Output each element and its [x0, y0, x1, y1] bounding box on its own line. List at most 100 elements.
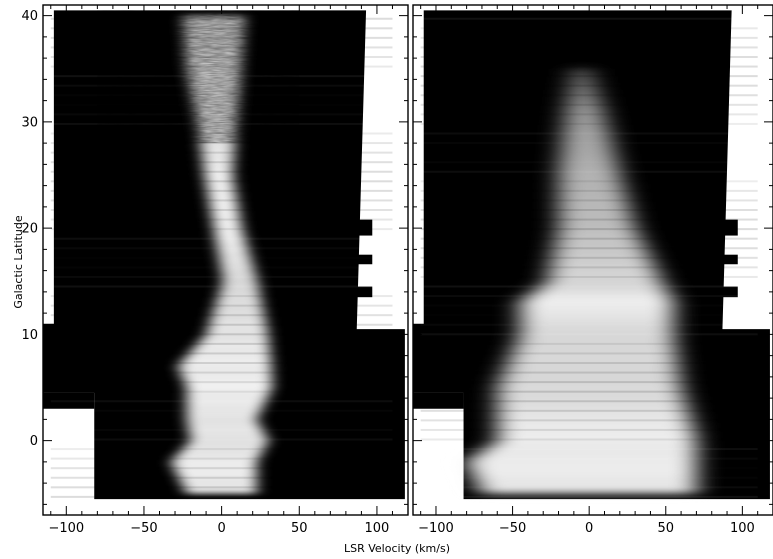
emission-band [189, 350, 271, 356]
emission-band [183, 376, 272, 381]
striation [50, 323, 393, 326]
coverage-tab [413, 392, 464, 409]
emission-band [189, 433, 266, 438]
coverage-tab [722, 219, 738, 236]
striation [420, 381, 758, 384]
x-tick-label: −50 [130, 521, 157, 536]
striation [420, 122, 758, 125]
emission-band [559, 164, 619, 175]
striation [50, 371, 393, 374]
emission-band [510, 352, 677, 361]
striation [420, 428, 758, 431]
striation [420, 409, 758, 412]
emission-band [184, 380, 272, 384]
striation [51, 419, 393, 421]
emission-band [175, 454, 260, 459]
striation [421, 314, 758, 316]
striation [420, 132, 758, 135]
emission-band [186, 419, 258, 423]
emission-band [178, 366, 272, 370]
striation [421, 324, 758, 326]
emission-band [185, 383, 273, 388]
emission-band [175, 467, 257, 473]
emission-band [566, 104, 603, 112]
striation [50, 390, 393, 393]
x-tick-label: −50 [499, 521, 526, 536]
striation [51, 429, 393, 431]
emission-band [210, 316, 266, 326]
emission-band [474, 454, 697, 459]
striation [50, 342, 393, 345]
striation [50, 333, 393, 336]
striation [420, 36, 758, 39]
x-tick-label: 50 [657, 521, 674, 536]
emission-band [209, 201, 238, 211]
striation [420, 84, 758, 87]
emission-band [181, 373, 272, 377]
emission-band [172, 458, 258, 462]
striation [421, 305, 758, 307]
emission-band [218, 290, 261, 299]
striation [50, 314, 393, 317]
emission-band [520, 313, 674, 319]
emission-band [567, 97, 601, 105]
striation [51, 247, 393, 249]
emission-band [520, 302, 674, 308]
striation [420, 295, 758, 298]
emission-band [187, 422, 260, 427]
striation [420, 189, 758, 192]
striation [50, 467, 393, 470]
striation [51, 257, 393, 259]
panel-left: −100 −50 0 50 100 0 10 20 30 40 [21, 4, 409, 536]
emission-band [473, 472, 697, 478]
emission-band [188, 440, 268, 445]
emission-band [177, 472, 257, 478]
striation [420, 275, 758, 278]
emission-band [172, 461, 257, 468]
y-tick-label: 0 [30, 434, 38, 449]
emission-band [520, 318, 674, 324]
striation [50, 438, 393, 441]
emission-band [190, 437, 268, 441]
emission-layer [467, 68, 697, 494]
emission-band [558, 183, 624, 193]
emission-band [494, 440, 697, 445]
emission-band [497, 387, 683, 397]
emission-band [555, 236, 642, 246]
emission-band [558, 192, 627, 202]
emission-band [201, 148, 235, 158]
emission-band [207, 325, 268, 335]
striation [420, 170, 758, 173]
emission-band [535, 288, 667, 292]
striation [50, 400, 393, 403]
emission-band [553, 245, 647, 255]
emission-band [200, 139, 235, 149]
striation [420, 237, 758, 240]
striation [50, 285, 393, 288]
coverage-tab [356, 219, 373, 236]
emission-band [499, 378, 681, 388]
striation [50, 180, 393, 183]
x-tick-label: −100 [418, 521, 454, 536]
emission-band [222, 272, 257, 282]
striation [51, 266, 393, 268]
emission-band [526, 295, 671, 299]
striation [420, 390, 758, 393]
striation [420, 113, 758, 116]
emission-band [180, 360, 272, 367]
striation [50, 476, 393, 479]
emission-band [186, 392, 269, 399]
striation [420, 266, 758, 269]
striation [421, 467, 758, 469]
emission-band [182, 447, 264, 452]
y-axis-title: Galactic Latitude [12, 215, 25, 309]
panel-frame [412, 4, 773, 516]
striation [420, 256, 758, 259]
emission-band [470, 467, 697, 473]
emission-band [469, 458, 697, 462]
emission-band [514, 343, 676, 353]
striation-layer [420, 17, 758, 498]
emission-band [217, 245, 249, 255]
emission-band [520, 323, 674, 330]
